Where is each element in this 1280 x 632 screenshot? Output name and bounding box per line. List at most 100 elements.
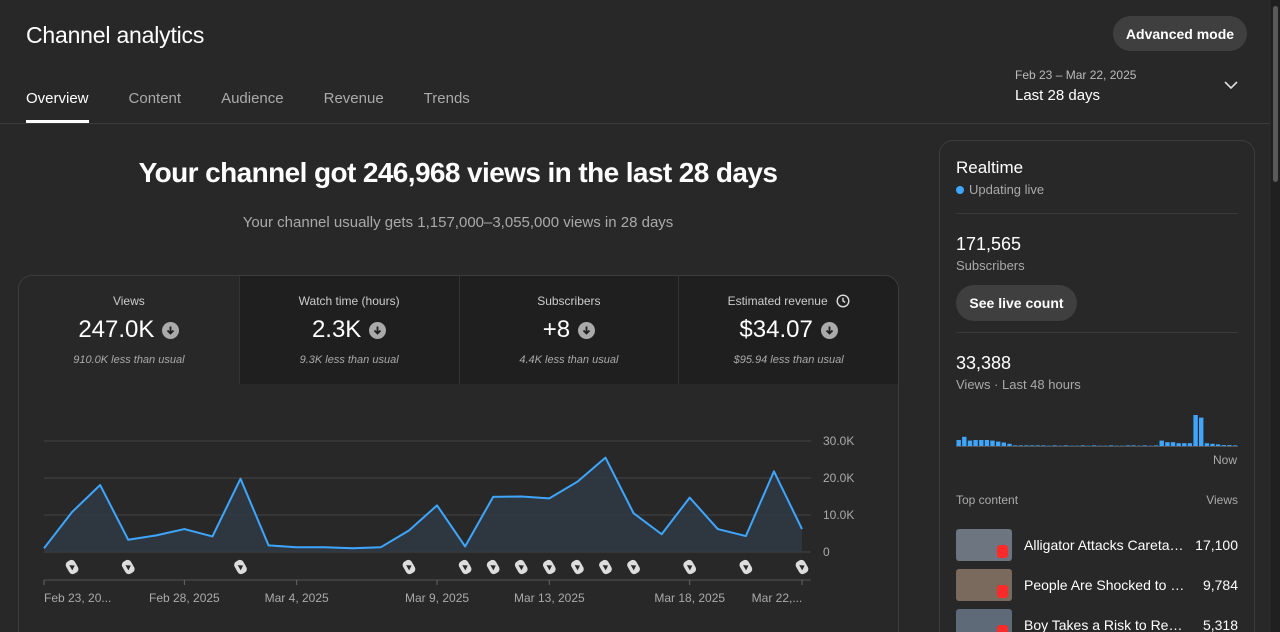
metric-label: Watch time (hours) <box>298 294 400 308</box>
realtime-bar[interactable] <box>1199 417 1204 447</box>
tab-content[interactable]: Content <box>128 90 182 107</box>
metric-value: 2.3K <box>240 316 459 344</box>
realtime-bar[interactable] <box>1007 443 1012 447</box>
top-content-views-label: Views <box>1206 493 1238 507</box>
realtime-bar[interactable] <box>1165 442 1170 447</box>
realtime-bar[interactable] <box>1182 443 1187 447</box>
video-thumbnail <box>956 609 1012 632</box>
views-line[interactable] <box>43 456 803 550</box>
tab-overview[interactable]: Overview <box>26 90 89 124</box>
y-tick-label: 30.0K <box>823 434 854 448</box>
header-divider <box>0 123 1270 124</box>
shorts-icon[interactable] <box>233 558 249 575</box>
tab-trends[interactable]: Trends <box>423 90 470 107</box>
date-range-label: Last 28 days <box>1015 87 1101 104</box>
video-thumbnail <box>956 529 1012 561</box>
realtime-bar[interactable] <box>967 440 973 447</box>
shorts-icon[interactable] <box>513 558 529 575</box>
metric-note: 9.3K less than usual <box>299 354 399 366</box>
views-chart[interactable]: 30.0K 20.0K 10.0K 0 Feb 23, 20... Feb 28, 202… <box>19 384 898 632</box>
date-range-dates: Feb 23 – Mar 22, 2025 <box>1015 68 1137 82</box>
x-tick-label: Mar 4, 2025 <box>265 591 329 605</box>
shorts-icon[interactable] <box>794 558 810 575</box>
metric-note: $95.94 less than usual <box>733 354 844 366</box>
x-tick-label: Mar 13, 2025 <box>514 591 585 605</box>
shorts-icon[interactable] <box>542 558 558 575</box>
realtime-bar[interactable] <box>1187 443 1193 447</box>
shorts-icon[interactable] <box>457 558 473 575</box>
realtime-bar[interactable] <box>1210 443 1215 447</box>
shorts-icon[interactable] <box>485 558 501 575</box>
y-tick-label: 10.0K <box>823 508 854 522</box>
x-tick-label: Mar 18, 2025 <box>654 591 725 605</box>
metric-subscribers[interactable]: Subscribers +8 4.4K less than usual <box>458 276 679 384</box>
metric-value-text: 247.0K <box>78 316 155 343</box>
metric-views[interactable]: Views 247.0K 910.0K less than usual <box>19 276 239 384</box>
metric-watch-time[interactable]: Watch time (hours) 2.3K 9.3K less than u… <box>238 276 459 384</box>
metric-estimated-revenue[interactable]: Estimated revenue $34.07 $95.94 less tha… <box>678 276 898 384</box>
realtime-bar[interactable] <box>1215 444 1221 447</box>
metric-label: Subscribers <box>537 294 601 308</box>
video-thumbnail <box>956 569 1012 601</box>
see-live-count-button[interactable]: See live count <box>956 285 1077 321</box>
shorts-icon <box>997 545 1008 558</box>
arrow-down-icon <box>820 321 838 339</box>
video-title: Alligator Attacks Caretaker <box>1024 537 1186 553</box>
x-tick-label: Mar 9, 2025 <box>405 591 469 605</box>
shorts-icon <box>997 625 1008 632</box>
shorts-icon[interactable] <box>598 558 614 575</box>
shorts-icon[interactable] <box>738 558 754 575</box>
divider <box>956 332 1238 333</box>
realtime-bar[interactable] <box>1204 443 1210 447</box>
views-chart-svg: 30.0K 20.0K 10.0K 0 Feb 23, 20... Feb 28, 202… <box>43 434 854 605</box>
shorts-icon[interactable] <box>626 558 642 575</box>
top-content-item[interactable]: People Are Shocked to See 9,784 <box>956 569 1238 601</box>
realtime-bar[interactable] <box>1193 415 1198 447</box>
views-area <box>44 457 802 552</box>
shorts-icon[interactable] <box>64 558 80 575</box>
realtime-bar[interactable] <box>1001 442 1006 448</box>
realtime-bar[interactable] <box>979 440 984 447</box>
top-content-label: Top content <box>956 493 1019 507</box>
shorts-icon[interactable] <box>570 558 586 575</box>
page-scrollbar[interactable] <box>1271 0 1280 632</box>
tab-revenue[interactable]: Revenue <box>323 90 384 107</box>
summary-headline: Your channel got 246,968 views in the la… <box>138 157 778 188</box>
arrow-down-icon <box>162 321 180 339</box>
scrollbar-thumb[interactable] <box>1273 6 1278 182</box>
realtime-bar[interactable] <box>1159 440 1164 447</box>
realtime-bar[interactable] <box>962 436 967 447</box>
metric-label-text: Estimated revenue <box>727 294 828 308</box>
shorts-icon <box>997 585 1008 598</box>
video-views: 17,100 <box>1195 537 1238 553</box>
top-content-item[interactable]: Boy Takes a Risk to Return 5,318 <box>956 609 1238 632</box>
metric-label: Estimated revenue <box>679 294 898 308</box>
x-tick-label: Mar 22,... <box>752 591 803 605</box>
metric-note: 4.4K less than usual <box>519 354 619 366</box>
shorts-icon[interactable] <box>682 558 698 575</box>
top-content-item[interactable]: Alligator Attacks Caretaker 17,100 <box>956 529 1238 561</box>
x-tick-label: Feb 23, 20... <box>44 591 111 605</box>
realtime-bar[interactable] <box>984 440 990 447</box>
realtime-bar-chart[interactable] <box>956 411 1238 447</box>
divider <box>956 213 1238 214</box>
clock-icon <box>836 294 850 308</box>
metric-value-text: $34.07 <box>739 316 813 343</box>
realtime-bar[interactable] <box>956 440 961 447</box>
realtime-bar[interactable] <box>990 440 995 447</box>
overview-card: Views 247.0K 910.0K less than usual Watc… <box>18 275 899 632</box>
realtime-views-count: 33,388 <box>956 353 1012 373</box>
realtime-bar[interactable] <box>996 441 1001 447</box>
date-range-picker[interactable]: Feb 23 – Mar 22, 2025 Last 28 days <box>1015 68 1245 108</box>
subscriber-count: 171,565 <box>956 234 1022 254</box>
realtime-panel: Realtime Updating live 171,565 Subscribe… <box>939 140 1255 632</box>
video-views: 9,784 <box>1202 577 1238 593</box>
realtime-bar[interactable] <box>1170 442 1176 447</box>
advanced-mode-button[interactable]: Advanced mode <box>1113 16 1247 51</box>
tab-audience[interactable]: Audience <box>221 90 284 107</box>
shorts-icon[interactable] <box>120 558 136 575</box>
video-title: Boy Takes a Risk to Return <box>1024 617 1186 632</box>
realtime-bar[interactable] <box>973 440 978 447</box>
shorts-icon[interactable] <box>401 558 417 575</box>
realtime-bar[interactable] <box>1176 443 1181 447</box>
